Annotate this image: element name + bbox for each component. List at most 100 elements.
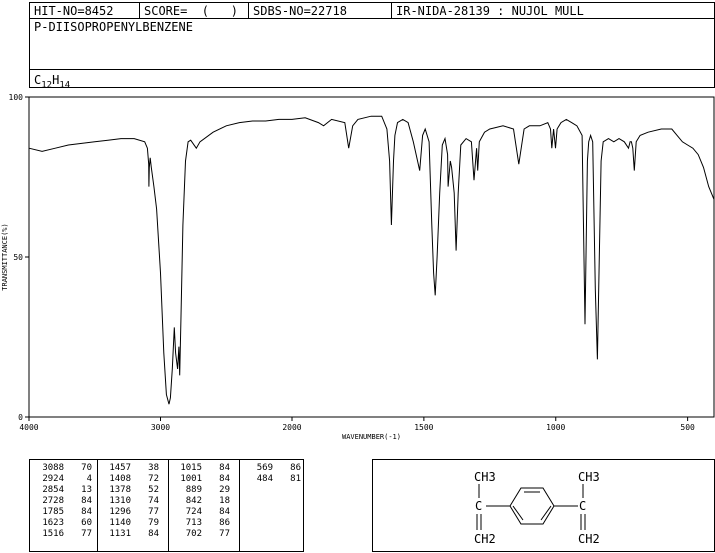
peak-wavenumber: 484 (256, 474, 273, 484)
y-axis-label: TRANSMITTANCE(%) (1, 223, 9, 290)
peak-transmittance: 84 (81, 496, 92, 506)
peak-wavenumber: 724 (185, 507, 202, 517)
peak-wavenumber: 2854 (42, 485, 64, 495)
peak-transmittance: 84 (219, 474, 230, 484)
peak-row: 1296 77 (101, 507, 159, 518)
plot-frame (28, 96, 715, 418)
peak-wavenumber: 1140 (109, 518, 131, 528)
peak-wavenumber: 1310 (109, 496, 131, 506)
peak-wavenumber: 3088 (42, 463, 64, 473)
x-tick-label: 1000 (546, 423, 565, 432)
peak-row: 2728 84 (34, 496, 92, 507)
peak-column: 1015 84 1001 84 889 29 842 18 724 84 713 86 702 77 (172, 463, 230, 540)
x-tick-label: 2000 (282, 423, 301, 432)
peak-transmittance: 77 (81, 529, 92, 539)
peak-wavenumber: 713 (185, 518, 202, 528)
x-axis-label: WAVENUMBER(-1) (342, 433, 401, 441)
peak-row: 2854 13 (34, 485, 92, 496)
ir-info: IR-NIDA-28139 : NUJOL MULL (396, 4, 584, 18)
peak-transmittance: 74 (148, 496, 159, 506)
y-tick-label: 50 (13, 253, 23, 262)
peak-transmittance: 86 (290, 463, 301, 473)
formula-box: C12H14 (29, 69, 715, 90)
peak-row: 569 86 (243, 463, 301, 474)
sdbs-number: SDBS-NO=22718 (253, 4, 347, 18)
x-tick-label: 1500 (414, 423, 433, 432)
spectrum-line (28, 115, 715, 405)
peak-wavenumber: 1001 (180, 474, 202, 484)
peak-wavenumber: 889 (185, 485, 202, 495)
peak-wavenumber: 2728 (42, 496, 64, 506)
peak-wavenumber: 1408 (109, 474, 131, 484)
peak-row: 2924 4 (34, 474, 92, 485)
peak-transmittance: 29 (219, 485, 230, 495)
peak-transmittance: 81 (290, 474, 301, 484)
peak-row: 1516 77 (34, 529, 92, 540)
structure-box: CH3 CH3 C C CH2 CH2 (372, 459, 715, 552)
c-left-label: C (475, 499, 483, 513)
ch3-left-label: CH3 (474, 470, 496, 484)
header-bar: HIT-NO=8452 SCORE= ( ) SDBS-NO=22718 IR-… (29, 2, 715, 19)
peak-transmittance: 13 (81, 485, 92, 495)
peak-row: 1785 84 (34, 507, 92, 518)
molecule-structure (476, 484, 586, 530)
peak-wavenumber: 2924 (42, 474, 64, 484)
peak-transmittance: 72 (148, 474, 159, 484)
peak-transmittance: 60 (81, 518, 92, 528)
peak-transmittance: 84 (219, 463, 230, 473)
peak-transmittance: 84 (148, 529, 159, 539)
peak-row: 702 77 (172, 529, 230, 540)
peak-row: 1408 72 (101, 474, 159, 485)
score-field: SCORE= ( ) (144, 4, 238, 18)
peak-column: 1457 38 1408 72 1378 52 1310 74 1296 77 1140 79 1131… (101, 463, 159, 540)
x-tick-label: 500 (680, 423, 695, 432)
ir-spectrum-chart: 0 50 100 4000 3000 2000 1500 1000 500 WAVENUMBER(… (1, 93, 715, 441)
peak-wavenumber: 702 (185, 529, 202, 539)
peak-wavenumber: 1516 (42, 529, 64, 539)
y-tick-label: 0 (18, 413, 23, 422)
compound-name: P-DIISOPROPENYLBENZENE (34, 20, 193, 34)
peak-row: 1310 74 (101, 496, 159, 507)
peak-row: 484 81 (243, 474, 301, 485)
peak-transmittance: 77 (219, 529, 230, 539)
peak-wavenumber: 569 (256, 463, 273, 473)
peak-row: 1378 52 (101, 485, 159, 496)
peak-column: 569 86 484 81 (243, 463, 301, 485)
peak-row: 1140 79 (101, 518, 159, 529)
peak-wavenumber: 1131 (109, 529, 131, 539)
peak-transmittance: 77 (148, 507, 159, 517)
peak-transmittance: 18 (219, 496, 230, 506)
peak-row: 1457 38 (101, 463, 159, 474)
peak-row: 1131 84 (101, 529, 159, 540)
peak-row: 1001 84 (172, 474, 230, 485)
peak-transmittance: 79 (148, 518, 159, 528)
x-tick-label: 4000 (19, 423, 38, 432)
peak-wavenumber: 1623 (42, 518, 64, 528)
peak-transmittance: 4 (86, 474, 92, 484)
peak-wavenumber: 1785 (42, 507, 64, 517)
peak-transmittance: 84 (219, 507, 230, 517)
peak-wavenumber: 842 (185, 496, 202, 506)
peak-row: 1015 84 (172, 463, 230, 474)
peak-row: 1623 60 (34, 518, 92, 529)
ch2-right-label: CH2 (578, 532, 600, 546)
peak-wavenumber: 1378 (109, 485, 131, 495)
peak-transmittance: 84 (81, 507, 92, 517)
c-right-label: C (579, 499, 587, 513)
molecular-formula: C12H14 (34, 73, 71, 91)
peak-transmittance: 86 (219, 518, 230, 528)
peak-column: 3088 70 2924 4 2854 13 2728 84 1785 84 1623 60 1516 7… (34, 463, 92, 540)
peak-row: 713 86 (172, 518, 230, 529)
hit-number: HIT-NO=8452 (34, 4, 114, 18)
ch3-right-label: CH3 (578, 470, 600, 484)
peak-transmittance: 70 (81, 463, 92, 473)
ch2-left-label: CH2 (474, 532, 496, 546)
peak-row: 3088 70 (34, 463, 92, 474)
peak-transmittance: 38 (148, 463, 159, 473)
peak-wavenumber: 1296 (109, 507, 131, 517)
y-tick-label: 100 (9, 93, 24, 102)
x-tick-label: 3000 (151, 423, 170, 432)
peak-row: 842 18 (172, 496, 230, 507)
peak-table: 3088 70 2924 4 2854 13 2728 84 1785 84 1623 60 1516 7… (29, 459, 304, 552)
peak-row: 724 84 (172, 507, 230, 518)
